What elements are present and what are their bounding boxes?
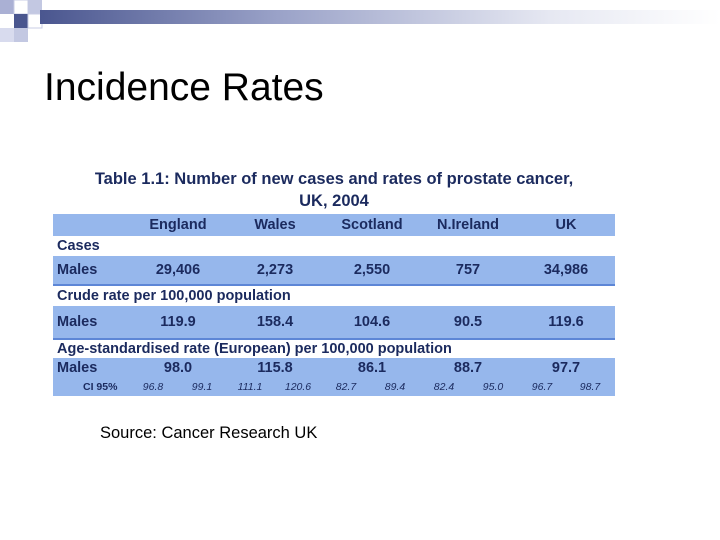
cell-cases-uk: 34,986 [543, 262, 589, 278]
table-divider [53, 284, 615, 286]
cell-asr-wales: 115.8 [257, 360, 293, 376]
ci-england-lower: 96.8 [142, 381, 164, 393]
ci-uk-lower: 96.7 [531, 381, 553, 393]
source-caption: Source: Cancer Research UK [100, 424, 318, 442]
row-label-males: Males [57, 314, 98, 330]
table-row-ci: CI 95% 96.8 99.1 111.1 120.6 82.7 89.4 8… [53, 378, 615, 396]
table-title-line1: Table 1.1: Number of new cases and rates… [94, 170, 574, 188]
cell-asr-scotland: 86.1 [357, 360, 387, 376]
ci-label: CI 95% [83, 381, 118, 393]
ci-england-upper: 99.1 [191, 381, 213, 393]
table-divider [53, 338, 615, 340]
cell-crude-scotland: 104.6 [353, 314, 391, 330]
cancer-cases-table: Table 1.1: Number of new cases and rates… [53, 168, 615, 396]
column-header-n-ireland: N.Ireland [436, 217, 500, 233]
ci-n-ireland-upper: 95.0 [482, 381, 504, 393]
section-row-crude-rate: Crude rate per 100,000 population [53, 286, 615, 306]
ci-uk-upper: 98.7 [579, 381, 601, 393]
table-row-cases-males: Males 29,406 2,273 2,550 757 34,986 [53, 256, 615, 284]
column-header-england: England [149, 217, 207, 233]
section-row-age-standardised: Age-standardised rate (European) per 100… [53, 340, 615, 358]
cell-cases-england: 29,406 [155, 262, 201, 278]
cell-asr-n-ireland: 88.7 [453, 360, 483, 376]
table-title-line2: UK, 2004 [299, 192, 369, 210]
table-title: Table 1.1: Number of new cases and rates… [53, 168, 615, 214]
cell-crude-wales: 158.4 [256, 314, 294, 330]
column-header-wales: Wales [254, 217, 296, 233]
decorative-squares [0, 0, 43, 42]
table-header-row: England Wales Scotland N.Ireland UK [53, 214, 615, 236]
section-label-crude-rate: Crude rate per 100,000 population [57, 288, 291, 304]
row-label-males: Males [57, 360, 98, 376]
cell-asr-england: 98.0 [163, 360, 193, 376]
ci-wales-upper: 120.6 [284, 381, 312, 393]
cell-cases-wales: 2,273 [256, 262, 294, 278]
cell-crude-england: 119.9 [160, 314, 196, 330]
column-header-scotland: Scotland [341, 217, 403, 233]
column-header-uk: UK [555, 217, 577, 233]
row-label-males: Males [57, 262, 98, 278]
section-label-cases: Cases [57, 238, 100, 254]
ci-scotland-upper: 89.4 [384, 381, 406, 393]
table-row-crude-rate-males: Males 119.9 158.4 104.6 90.5 119.6 [53, 306, 615, 338]
cell-crude-uk: 119.6 [548, 314, 584, 330]
ci-wales-lower: 111.1 [237, 381, 263, 393]
table-row-age-standardised-males: Males 98.0 115.8 86.1 88.7 97.7 [53, 358, 615, 378]
cell-cases-scotland: 2,550 [353, 262, 391, 278]
slide-title: Incidence Rates [44, 66, 324, 109]
section-row-cases: Cases [53, 236, 615, 256]
decorative-header-bar [40, 10, 720, 24]
cell-asr-uk: 97.7 [551, 360, 581, 376]
cell-crude-n-ireland: 90.5 [453, 314, 483, 330]
ci-n-ireland-lower: 82.4 [433, 381, 455, 393]
ci-scotland-lower: 82.7 [335, 381, 357, 393]
section-label-age-standardised: Age-standardised rate (European) per 100… [57, 341, 452, 357]
cell-cases-n-ireland: 757 [455, 262, 481, 278]
